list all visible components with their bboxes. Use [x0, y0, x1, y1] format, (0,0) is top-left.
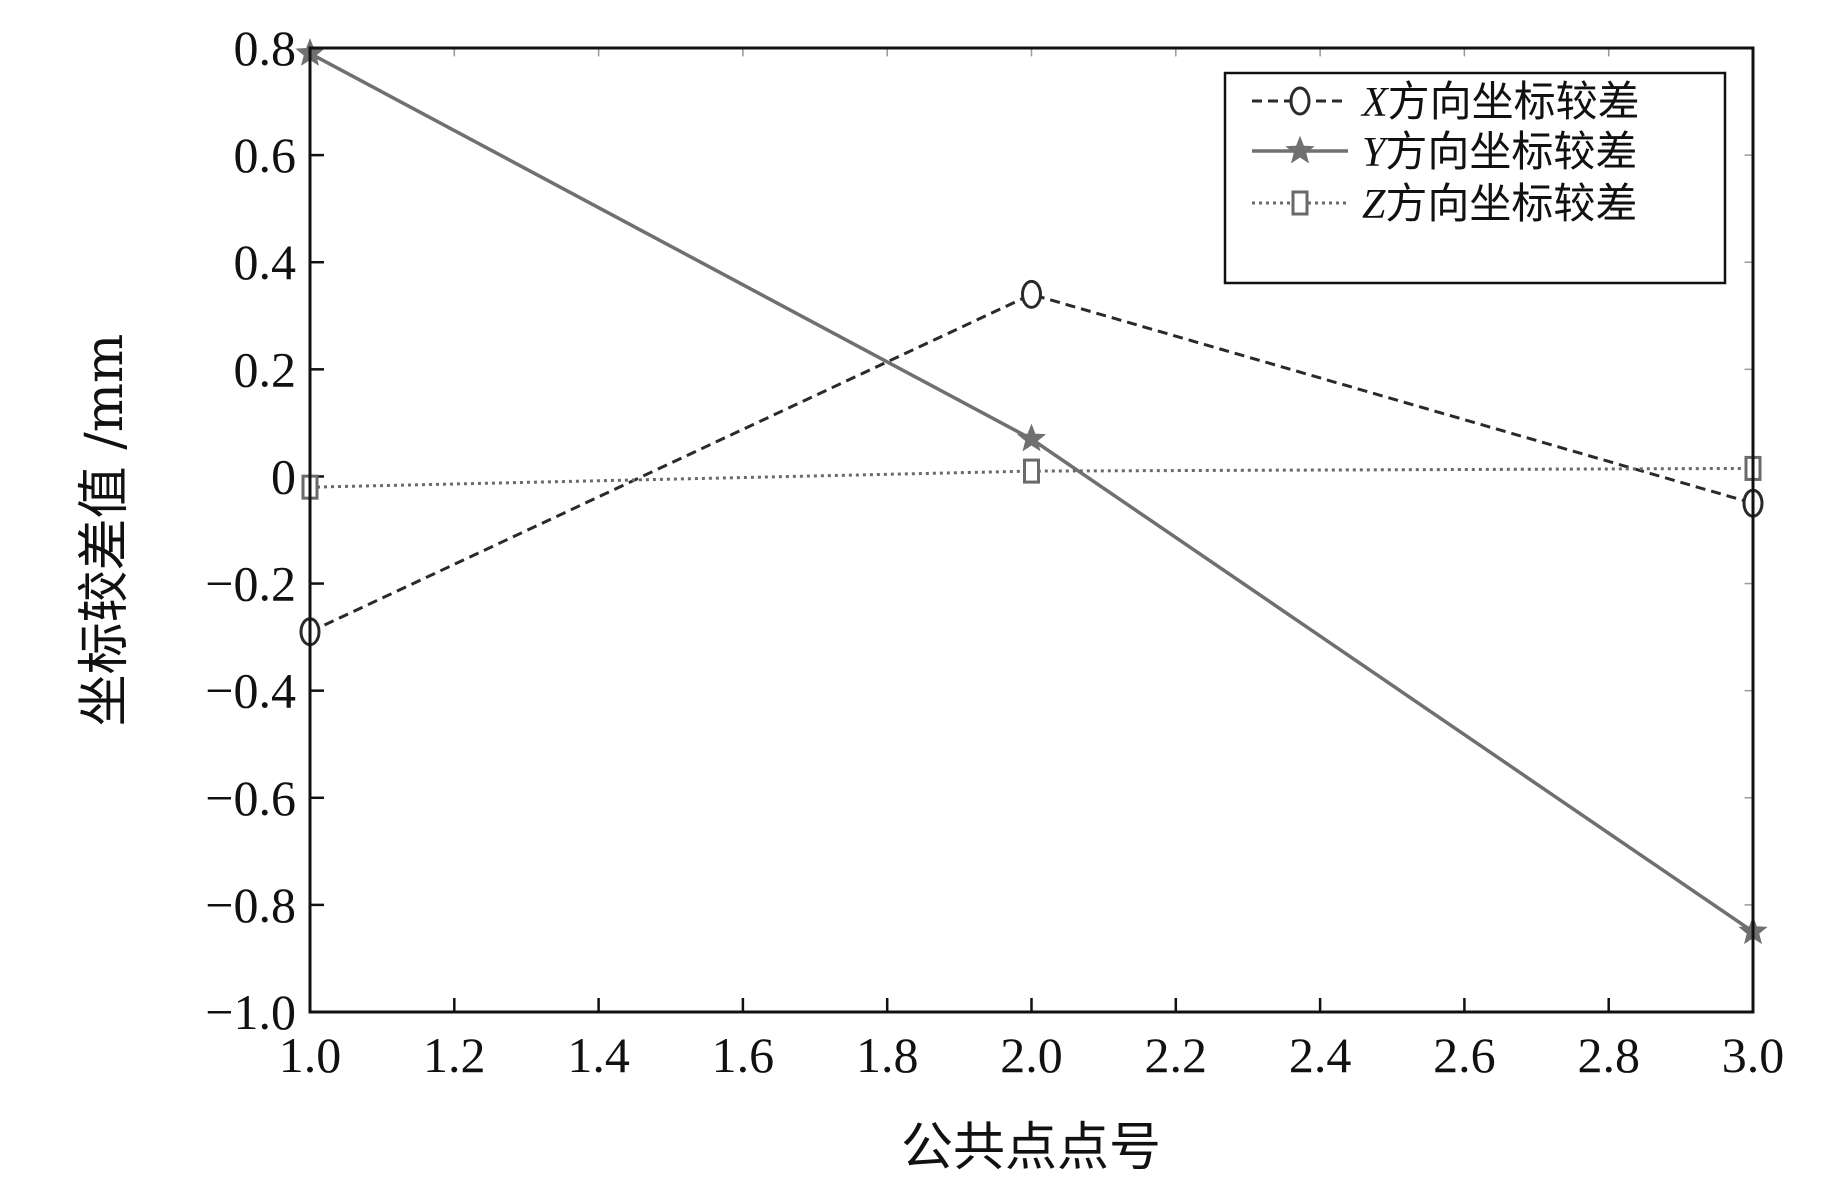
y-tick-label: 0.4 [234, 234, 297, 290]
legend-item-y: Y方向坐标较差 [1252, 127, 1637, 176]
y-tick-label: −0.4 [205, 663, 296, 719]
legend-label: X方向坐标较差 [1360, 77, 1640, 126]
legend-item-z: Z方向坐标较差 [1252, 179, 1637, 228]
y-tick-label: −0.6 [205, 770, 296, 826]
legend-variable: Z [1362, 182, 1386, 228]
x-tick-label: 2.4 [1289, 1027, 1352, 1083]
legend-item-x: X方向坐标较差 [1252, 77, 1640, 126]
plot-frame [308, 46, 1755, 1014]
legend-marker [1291, 190, 1309, 216]
data-point-y [1016, 423, 1047, 452]
y-tick-label: 0.8 [234, 20, 297, 76]
x-tick-label: 2.6 [1433, 1027, 1496, 1083]
x-tick-label: 1.6 [712, 1027, 775, 1083]
x-tick-label: 2.0 [1000, 1027, 1063, 1083]
legend-text: 方向坐标较差 [1388, 77, 1640, 126]
legend-variable: Y [1362, 130, 1390, 176]
series-z [301, 455, 1762, 500]
y-axis-title: 坐标较差值 /mm [75, 334, 135, 727]
x-tick-label: 1.8 [856, 1027, 919, 1083]
y-tick-label: 0 [271, 448, 296, 504]
x-tick-label: 2.2 [1145, 1027, 1208, 1083]
x-tick-label: 1.4 [567, 1027, 630, 1083]
data-point-z [1023, 458, 1040, 484]
x-axis-title: 公共点点号 [901, 1118, 1161, 1178]
y-tick-label: −0.2 [205, 556, 296, 612]
y-tick-label: 0.6 [234, 127, 297, 183]
data-point-x [1021, 279, 1042, 309]
legend-variable: X [1360, 80, 1390, 126]
x-tick-label: 3.0 [1722, 1027, 1785, 1083]
x-tick-label: 1.0 [279, 1027, 342, 1083]
x-tick-label: 2.8 [1577, 1027, 1640, 1083]
legend-text: 方向坐标较差 [1385, 127, 1637, 176]
y-tick-label: −1.0 [205, 984, 296, 1040]
y-tick-label: −0.8 [205, 877, 296, 933]
legend-label: Z方向坐标较差 [1362, 179, 1637, 228]
legend-label: Y方向坐标较差 [1362, 127, 1637, 176]
tick-labels: 1.0 1.2 1.4 1.6 1.8 2.0 2.2 2.4 2.6 2.8 3.0 0.8 0.6 0… [205, 20, 1784, 1083]
legend-marker [1289, 86, 1311, 116]
y-tick-label: 0.2 [234, 341, 297, 397]
legend-text: 方向坐标较差 [1385, 179, 1637, 228]
legend-marker [1285, 135, 1315, 164]
series-x [299, 279, 1764, 647]
x-tick-label: 1.2 [423, 1027, 486, 1083]
series-line-x [309, 292, 1754, 634]
